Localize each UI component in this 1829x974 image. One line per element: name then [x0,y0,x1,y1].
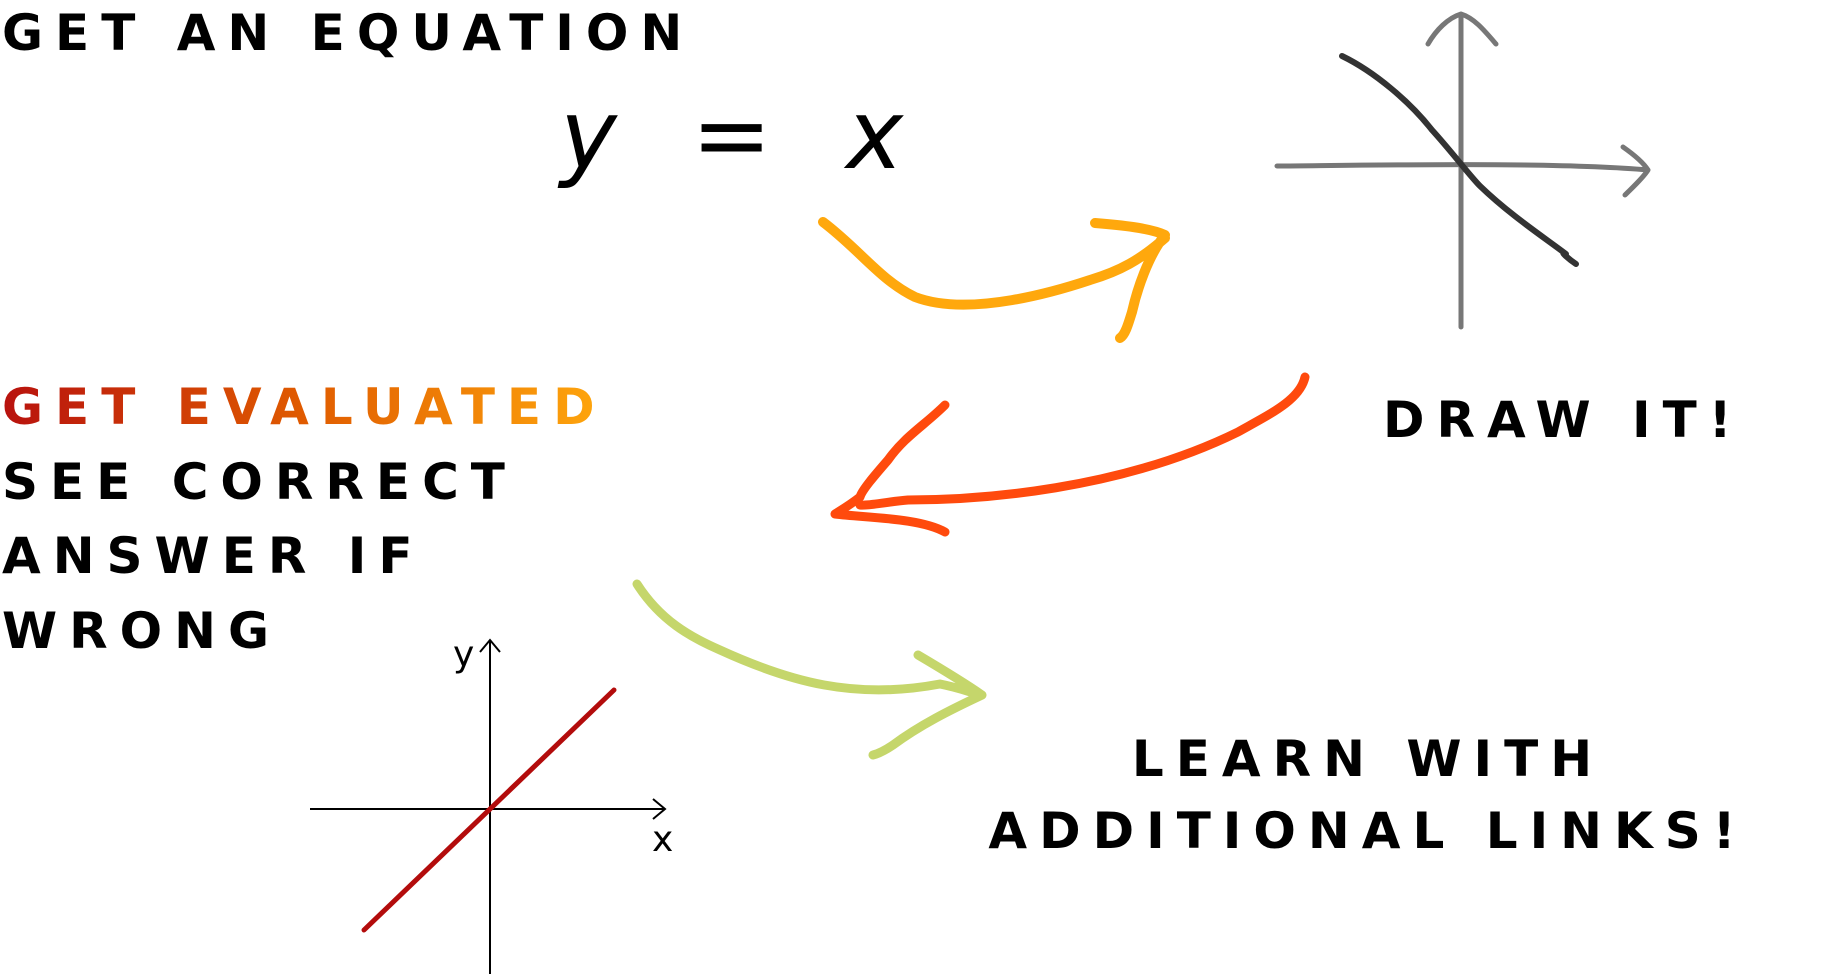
correct-graph-x-label: x [652,819,673,860]
sketch-curve [1339,53,1579,267]
arrow-evaluate-to-learn [632,579,987,760]
get-equation-heading: GET AN EQUATION [2,4,694,62]
see-correct-line-3: WRONG [2,602,281,660]
equation-text: y = x [557,79,925,191]
draw-it-heading: DRAW IT! [1383,391,1744,449]
see-correct-line-1: SEE CORRECT [2,453,517,511]
sketch-graph [1274,11,1651,330]
arrow-equation-to-draw [818,217,1170,343]
sketch-x-axis [1274,144,1651,198]
learn-line-1: LEARN WITH [1132,730,1604,788]
correct-answer-graph: x y [310,634,673,974]
arrow-draw-to-evaluate [830,372,1310,537]
see-correct-line-2: ANSWER IF [2,527,425,585]
correct-graph-y-arrowhead [479,638,501,653]
correct-graph-y-label: y [453,634,474,675]
learn-line-2: ADDITIONAL LINKS! [988,802,1747,860]
sketch-y-axis [1425,11,1499,330]
correct-graph-x-arrowhead [652,798,667,820]
correct-graph-line [361,687,617,933]
get-evaluated-heading: GET EVALUATED [2,378,607,436]
